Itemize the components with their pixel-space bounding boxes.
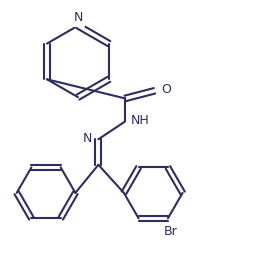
Text: Br: Br — [164, 225, 177, 238]
Text: O: O — [161, 83, 171, 96]
Text: N: N — [83, 131, 92, 145]
Text: NH: NH — [131, 114, 150, 127]
Text: N: N — [73, 11, 83, 25]
